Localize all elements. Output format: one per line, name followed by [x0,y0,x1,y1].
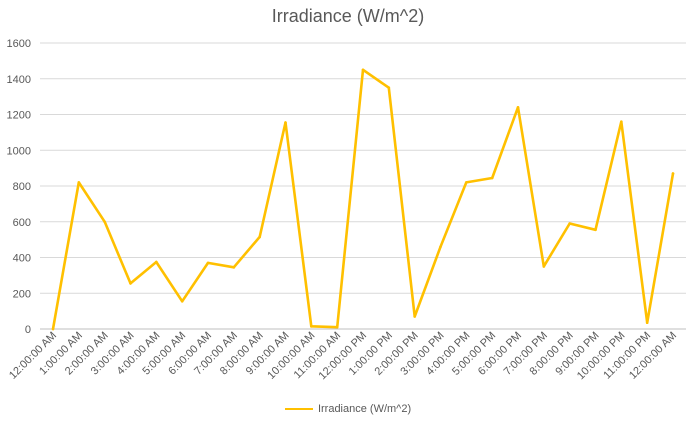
data-point [335,325,339,329]
data-point [232,266,236,269]
series-lines [51,68,675,331]
data-point [620,120,623,123]
y-tick-label: 200 [13,288,31,300]
y-tick-label: 1400 [7,74,31,86]
gridlines [40,42,686,330]
data-point [361,68,365,72]
data-point [51,327,55,331]
data-point [258,235,261,239]
data-point [413,315,416,318]
y-tick-label: 800 [13,181,31,193]
data-point [439,245,442,249]
y-tick-label: 600 [13,217,31,229]
data-point [180,299,184,303]
y-tick-label: 1200 [7,110,31,122]
data-point [490,176,494,180]
data-point [387,86,391,89]
data-point [103,220,106,224]
data-point [671,172,675,175]
series-line [51,68,675,331]
data-point [206,261,210,265]
chart-title: Irradiance (W/m^2) [271,6,425,26]
data-point [645,321,649,325]
legend-label: Irradiance (W/m^2) [317,403,412,416]
legend: Irradiance (W/m^2) [0,403,696,415]
y-axis-ticks: 0 200 400 600 800 1000 1200 1400 1600 [7,38,31,336]
data-point [568,222,571,225]
data-point [284,121,287,124]
data-point [542,265,546,268]
data-point [594,228,597,232]
data-point [77,181,81,184]
y-tick-label: 1600 [7,38,31,50]
y-tick-label: 400 [13,253,31,265]
data-point [516,106,520,109]
y-tick-label: 1000 [7,145,31,157]
data-point [465,181,468,184]
data-point [129,282,132,285]
data-point [310,325,313,328]
y-tick-label: 0 [25,324,31,336]
data-point [155,260,158,264]
legend-swatch [284,408,313,411]
x-axis-ticks: 12:00:00 AM1:00:00 AM2:00:00 AM3:00:00 A… [7,330,679,383]
